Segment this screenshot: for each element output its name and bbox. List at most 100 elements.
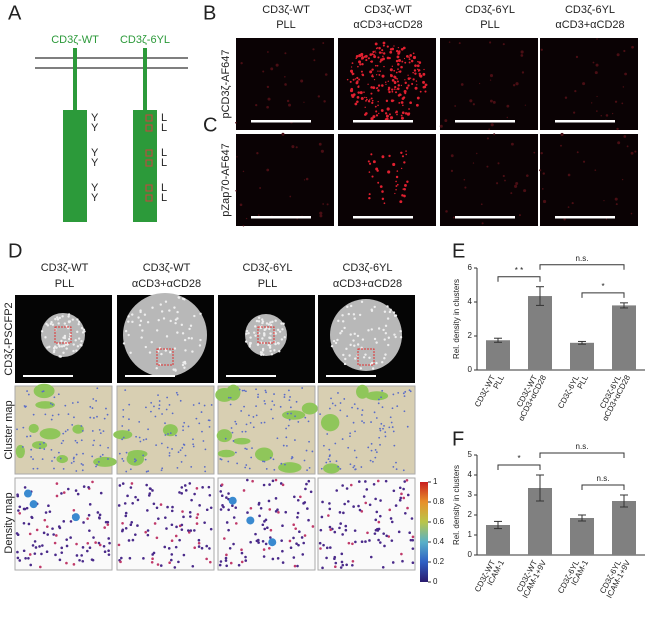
texture (187, 336, 191, 340)
localization (202, 440, 205, 442)
localization (293, 564, 297, 568)
localization (182, 553, 186, 557)
localization (408, 389, 411, 392)
signal (370, 92, 373, 95)
localization (234, 522, 238, 525)
signal (418, 61, 422, 64)
localization (171, 448, 173, 450)
signal (387, 170, 391, 174)
localization (98, 513, 102, 517)
signal (349, 89, 354, 93)
signal (374, 105, 377, 108)
texture (155, 329, 159, 332)
signal (375, 52, 377, 54)
localization (82, 464, 84, 466)
localization (347, 541, 351, 545)
localization (389, 416, 392, 419)
localization (380, 422, 383, 425)
localization (298, 530, 301, 534)
signal (400, 167, 403, 170)
micrograph (540, 134, 638, 226)
signal (560, 144, 562, 147)
localization (390, 539, 394, 542)
localization (244, 447, 247, 450)
localization (184, 489, 188, 492)
signal (400, 116, 404, 120)
localization (382, 427, 384, 430)
texture (257, 320, 261, 323)
localization (269, 456, 272, 459)
localization (249, 540, 252, 544)
localization (47, 504, 50, 508)
localization (187, 425, 190, 428)
localization (337, 392, 339, 394)
localization (341, 438, 344, 440)
signal (411, 82, 414, 85)
localization (229, 403, 232, 406)
localization (283, 393, 286, 396)
texture (274, 319, 277, 322)
localization (80, 462, 83, 465)
localization (55, 494, 59, 498)
localization (263, 421, 266, 424)
signal (423, 85, 427, 89)
localization (58, 558, 62, 562)
texture (169, 351, 172, 354)
localization (230, 427, 233, 429)
localization (227, 460, 230, 463)
localization (156, 563, 160, 566)
localization (232, 542, 235, 546)
localization (70, 462, 73, 464)
localization (402, 392, 405, 395)
signal (381, 155, 385, 159)
signal (576, 151, 579, 154)
signal (376, 64, 379, 67)
signal (458, 42, 461, 45)
texture (386, 305, 389, 308)
tm-stem (73, 48, 77, 112)
mutation-marker (145, 159, 153, 167)
localization (283, 396, 286, 398)
localization (23, 486, 27, 489)
signal (406, 55, 409, 58)
localization (93, 439, 95, 442)
cluster (28, 423, 39, 433)
residue: Y (91, 122, 99, 134)
cluster (215, 387, 234, 402)
signal (573, 111, 576, 114)
texture (46, 346, 49, 349)
texture (74, 339, 77, 342)
signal (360, 70, 363, 73)
signal (398, 50, 401, 53)
texture (76, 330, 79, 334)
signal (422, 80, 426, 84)
localization (246, 478, 249, 482)
texture (57, 322, 60, 325)
texture (344, 357, 347, 361)
localization (26, 390, 28, 392)
texture (59, 355, 62, 358)
localization (142, 557, 145, 560)
texture (141, 329, 144, 332)
signal (401, 194, 404, 197)
localization (276, 437, 279, 440)
mutation-marker (145, 184, 153, 192)
signal (631, 45, 634, 49)
localization (274, 510, 278, 513)
localization (35, 528, 39, 532)
signal (502, 174, 505, 178)
cluster (323, 463, 340, 474)
signal (395, 175, 399, 179)
panel-label: B (203, 2, 216, 24)
signal (371, 53, 374, 56)
signal (291, 145, 295, 149)
localization (367, 446, 370, 449)
texture (63, 336, 67, 340)
signal (615, 203, 618, 206)
localization (305, 449, 308, 452)
localization (88, 529, 91, 532)
localization (362, 495, 366, 498)
localization (377, 398, 380, 401)
localization (22, 507, 26, 511)
localization (321, 500, 324, 504)
